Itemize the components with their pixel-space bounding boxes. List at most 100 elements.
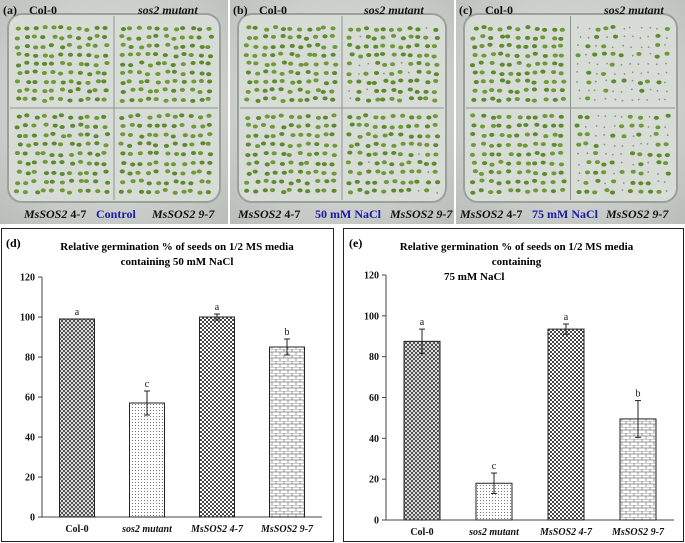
- seedling: [663, 142, 669, 147]
- seedling: [120, 62, 126, 67]
- seedling: [558, 133, 564, 138]
- seedling: [288, 160, 294, 165]
- seedling: [171, 97, 177, 102]
- seedling: [295, 71, 301, 76]
- seed: [595, 125, 598, 127]
- seedling: [42, 159, 48, 164]
- seedling: [24, 87, 30, 92]
- seedling: [252, 152, 258, 157]
- seedling: [245, 134, 252, 139]
- y-tick-label: 80: [369, 352, 379, 363]
- seed: [665, 62, 667, 65]
- seedling: [77, 151, 83, 156]
- seed: [631, 99, 634, 102]
- seedling: [516, 161, 522, 166]
- seedling: [31, 179, 37, 184]
- x-tick-label: MsSOS2 9-7: [611, 527, 665, 538]
- seedling: [57, 97, 64, 102]
- seedling: [577, 132, 583, 137]
- seedling: [577, 114, 583, 119]
- seedling: [576, 190, 582, 195]
- seedling: [137, 141, 143, 146]
- seedling: [286, 187, 292, 192]
- seedling: [363, 26, 370, 31]
- seedling: [33, 26, 39, 31]
- seedling: [397, 89, 403, 94]
- seedling: [78, 122, 84, 127]
- seedling: [288, 123, 294, 128]
- seedling: [92, 88, 98, 93]
- seedling: [550, 123, 557, 128]
- seedling: [121, 161, 127, 166]
- seedling: [17, 89, 23, 94]
- seed: [614, 98, 617, 101]
- seedling: [58, 25, 64, 30]
- seedling: [662, 161, 669, 166]
- seedling: [558, 170, 564, 175]
- seedling: [172, 190, 178, 195]
- seedling: [287, 89, 293, 94]
- seedling: [120, 132, 126, 137]
- seedling: [67, 98, 73, 103]
- seedling: [473, 80, 479, 85]
- seedling: [207, 54, 214, 59]
- seedling: [152, 143, 159, 148]
- seedling: [139, 134, 145, 139]
- seedling: [516, 170, 523, 175]
- seedling: [479, 124, 486, 129]
- seedling: [146, 43, 152, 48]
- seedling: [496, 152, 502, 157]
- seedling: [255, 98, 261, 103]
- seed: [620, 161, 623, 164]
- seedling: [400, 141, 406, 146]
- seedling: [255, 71, 261, 76]
- seedling: [189, 43, 196, 48]
- seedling: [398, 132, 404, 137]
- seedling: [331, 113, 337, 118]
- seedling: [128, 63, 134, 68]
- seedling: [70, 123, 76, 128]
- seedling: [198, 53, 205, 58]
- seedling: [87, 151, 93, 156]
- seedling: [154, 123, 160, 128]
- seedling: [244, 180, 250, 185]
- seedling: [191, 79, 197, 84]
- seedling: [364, 122, 370, 127]
- seedling: [505, 80, 511, 85]
- seedling: [104, 189, 110, 194]
- seedling: [400, 36, 406, 41]
- seedling: [391, 52, 397, 57]
- seedling: [610, 133, 616, 138]
- seedling: [147, 89, 153, 94]
- seedling: [76, 142, 82, 147]
- seedling: [313, 71, 319, 76]
- seedling: [314, 151, 320, 156]
- seedling: [95, 152, 101, 157]
- seedling: [76, 52, 83, 57]
- seedling: [129, 122, 135, 127]
- seed: [628, 26, 631, 29]
- seedling: [244, 188, 250, 193]
- seedling: [147, 132, 153, 137]
- seedling: [414, 89, 420, 94]
- x-tick-label: sos2 mutant: [468, 527, 520, 538]
- seedling: [101, 150, 107, 155]
- seedling: [145, 51, 151, 56]
- seedling: [603, 26, 609, 31]
- seedling: [272, 170, 278, 175]
- seedling: [119, 70, 126, 75]
- seedling: [52, 34, 58, 39]
- seed: [637, 98, 640, 101]
- seedling: [40, 188, 46, 193]
- seedling: [296, 143, 302, 148]
- seedling: [245, 70, 252, 75]
- seedling: [315, 27, 322, 32]
- seedling: [363, 113, 369, 118]
- seedling: [270, 134, 276, 139]
- seedling: [315, 42, 321, 47]
- seedling: [87, 72, 93, 77]
- seed: [665, 37, 668, 40]
- seedling: [505, 161, 512, 166]
- seedling: [93, 134, 99, 139]
- seedling: [41, 71, 47, 76]
